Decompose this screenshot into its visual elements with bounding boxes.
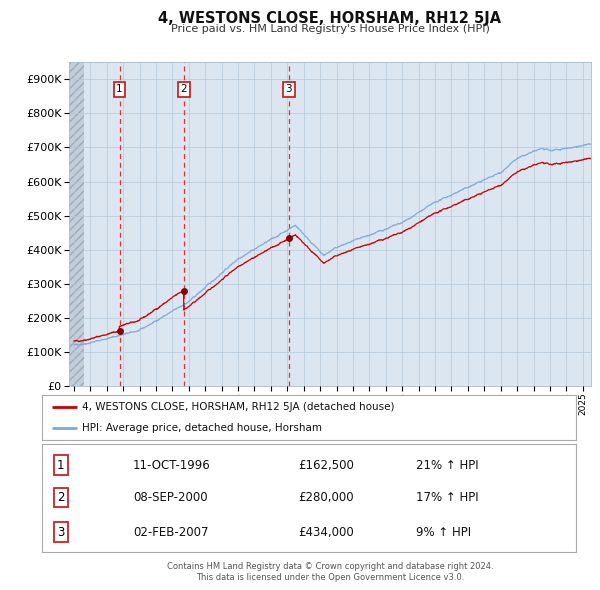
Text: £280,000: £280,000 xyxy=(298,491,354,504)
Text: Price paid vs. HM Land Registry's House Price Index (HPI): Price paid vs. HM Land Registry's House … xyxy=(170,25,490,34)
Text: 08-SEP-2000: 08-SEP-2000 xyxy=(133,491,208,504)
Text: 02-FEB-2007: 02-FEB-2007 xyxy=(133,526,208,539)
Text: 1: 1 xyxy=(116,84,123,94)
Text: 2: 2 xyxy=(181,84,187,94)
Text: £434,000: £434,000 xyxy=(298,526,354,539)
Text: 21% ↑ HPI: 21% ↑ HPI xyxy=(416,459,478,472)
Text: This data is licensed under the Open Government Licence v3.0.: This data is licensed under the Open Gov… xyxy=(196,572,464,582)
Text: 2: 2 xyxy=(57,491,64,504)
Text: 3: 3 xyxy=(57,526,64,539)
Text: 9% ↑ HPI: 9% ↑ HPI xyxy=(416,526,471,539)
Text: Contains HM Land Registry data © Crown copyright and database right 2024.: Contains HM Land Registry data © Crown c… xyxy=(167,562,493,571)
Text: 17% ↑ HPI: 17% ↑ HPI xyxy=(416,491,478,504)
Text: 4, WESTONS CLOSE, HORSHAM, RH12 5JA: 4, WESTONS CLOSE, HORSHAM, RH12 5JA xyxy=(158,11,502,27)
Text: 11-OCT-1996: 11-OCT-1996 xyxy=(133,459,211,472)
Text: HPI: Average price, detached house, Horsham: HPI: Average price, detached house, Hors… xyxy=(82,422,322,432)
Bar xyxy=(69,62,84,386)
Text: 4, WESTONS CLOSE, HORSHAM, RH12 5JA (detached house): 4, WESTONS CLOSE, HORSHAM, RH12 5JA (det… xyxy=(82,402,395,412)
Text: £162,500: £162,500 xyxy=(298,459,354,472)
Text: 3: 3 xyxy=(286,84,292,94)
Text: 1: 1 xyxy=(57,459,64,472)
